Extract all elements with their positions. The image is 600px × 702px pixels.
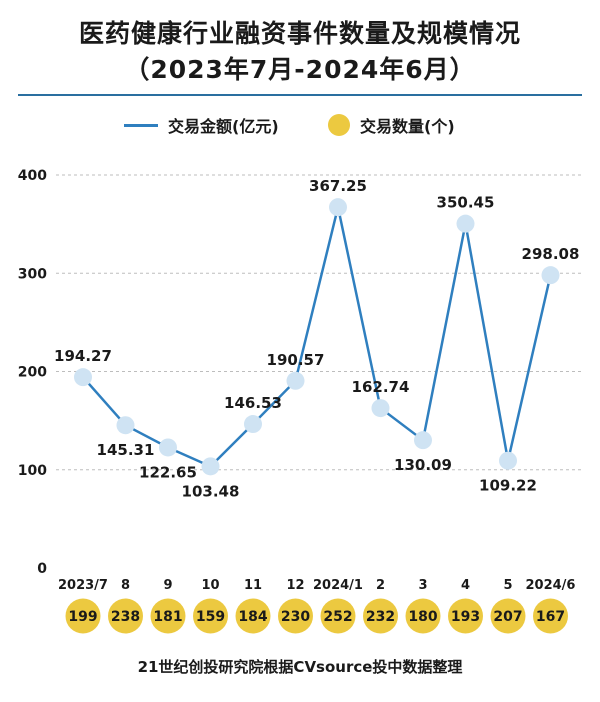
count-bubble [235, 598, 271, 634]
count-label: 167 [536, 609, 565, 625]
x-tick-label: 12 [286, 578, 304, 593]
data-point [541, 266, 560, 285]
data-label: 145.31 [97, 441, 155, 459]
data-point [116, 416, 135, 435]
count-label: 238 [111, 609, 140, 625]
legend-label-count: 交易数量(个) [360, 117, 455, 136]
chart-title: 医药健康行业融资事件数量及规模情况 [78, 19, 521, 48]
count-bubble [448, 598, 483, 634]
data-point [414, 431, 432, 450]
data-point [499, 451, 517, 470]
x-tick-label: 11 [244, 578, 262, 593]
data-label: 109.22 [479, 477, 537, 495]
data-point [244, 415, 262, 434]
x-tick-label: 2023/7 [58, 578, 108, 593]
y-tick-label: 100 [18, 463, 47, 479]
data-point [74, 368, 92, 387]
count-bubble [320, 598, 356, 634]
data-point [201, 457, 220, 476]
data-label: 298.08 [522, 245, 580, 263]
count-label: 193 [451, 609, 480, 625]
data-label: 190.57 [267, 351, 325, 369]
data-point [329, 198, 347, 217]
x-tick-label: 9 [163, 578, 172, 593]
data-label: 130.09 [394, 456, 452, 474]
y-tick-label: 0 [37, 561, 47, 577]
count-label: 159 [196, 609, 225, 625]
x-tick-label: 5 [503, 578, 512, 593]
count-label: 181 [153, 609, 182, 625]
data-label: 367.25 [309, 177, 367, 195]
count-bubble [150, 598, 186, 634]
count-bubble [363, 598, 398, 634]
count-bubble [533, 598, 568, 634]
data-point [286, 371, 305, 390]
data-label: 350.45 [437, 194, 495, 212]
data-label: 122.65 [139, 463, 197, 481]
data-point [371, 399, 390, 418]
legend-line-swatch [124, 123, 158, 127]
count-bubble [405, 598, 441, 634]
chart-subtitle: （2023年7月-2024年6月） [124, 55, 476, 84]
data-label: 146.53 [224, 394, 282, 412]
count-label: 207 [493, 609, 522, 625]
count-label: 252 [323, 609, 352, 625]
count-label: 199 [68, 609, 97, 625]
x-tick-label: 2024/1 [313, 578, 363, 593]
x-tick-label: 10 [201, 578, 219, 593]
x-tick-label: 2024/6 [526, 578, 576, 593]
source-note: 21世纪创投研究院根据CVsource投中数据整理 [137, 658, 463, 676]
title-divider [18, 94, 582, 96]
count-bubble [65, 598, 101, 634]
legend-dot-swatch [328, 114, 350, 136]
count-label: 180 [408, 609, 437, 625]
data-point [159, 438, 177, 457]
count-bubble [193, 598, 228, 634]
data-label: 103.48 [182, 482, 240, 500]
x-tick-label: 4 [461, 578, 470, 593]
x-tick-label: 2 [376, 578, 385, 593]
legend-item-amount: 交易金额(亿元) [124, 112, 279, 138]
legend: 交易金额(亿元) 交易数量(个) [0, 112, 600, 138]
count-label: 232 [366, 609, 395, 625]
count-label: 184 [238, 609, 267, 625]
x-tick-label: 3 [418, 578, 427, 593]
count-bubble [278, 598, 313, 634]
x-tick-label: 8 [121, 578, 130, 593]
count-label: 230 [281, 609, 310, 625]
count-bubble [108, 598, 143, 634]
legend-item-count: 交易数量(个) [328, 112, 455, 138]
y-tick-label: 200 [18, 365, 47, 381]
legend-label-amount: 交易金额(亿元) [168, 117, 279, 136]
data-label: 162.74 [352, 378, 410, 396]
data-point [456, 214, 475, 233]
count-bubble [490, 598, 526, 634]
y-tick-label: 300 [18, 266, 47, 282]
data-label: 194.27 [54, 347, 112, 365]
series-line-amount [82, 205, 552, 468]
y-tick-label: 400 [18, 168, 47, 184]
